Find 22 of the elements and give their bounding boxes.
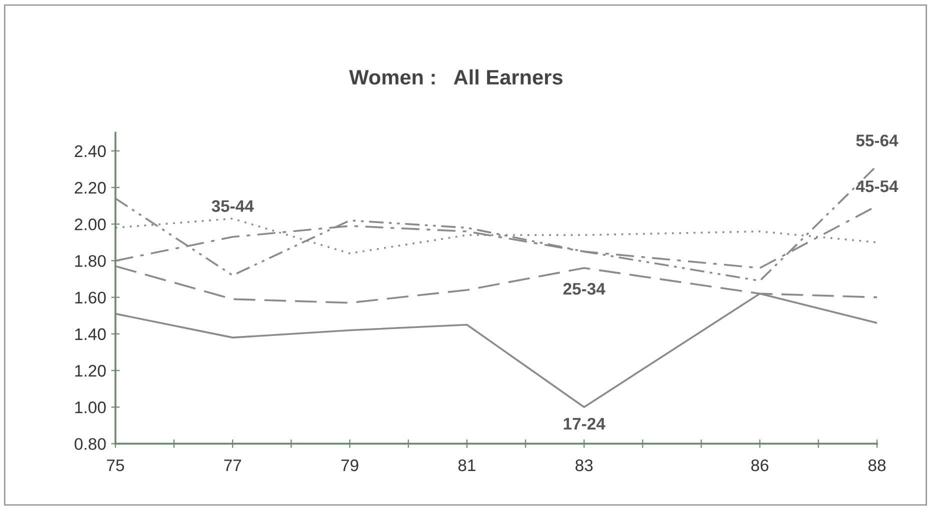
x-tick-label: 77 <box>224 460 242 472</box>
x-tick-label: 79 <box>341 459 358 472</box>
annotation: 55-64 <box>856 134 898 146</box>
y-tick-label: 1.00 <box>75 402 106 414</box>
y-tick-label: 1.40 <box>75 328 106 340</box>
annotation: 45-54 <box>856 180 898 192</box>
y-tick-label: 2.40 <box>74 145 106 158</box>
y-tick-label: 2.00 <box>74 218 106 230</box>
x-tick-label: 81 <box>458 459 476 472</box>
y-tick-label: 1.20 <box>75 364 106 377</box>
x-tick-label: 83 <box>576 459 593 472</box>
chart-title: Women : All Earners <box>349 69 562 85</box>
x-tick-label: 88 <box>868 459 886 472</box>
x-tick-label: 86 <box>751 459 768 472</box>
annotation: 17-24 <box>564 418 606 430</box>
annotation: 25-34 <box>563 282 606 295</box>
y-tick-label: 0.80 <box>74 438 106 450</box>
annotation: 35-44 <box>212 200 254 212</box>
y-tick-label: 1.60 <box>75 292 106 304</box>
y-tick-label: 2.20 <box>74 182 106 194</box>
y-tick-label: 1.80 <box>75 255 106 267</box>
x-tick-label: 75 <box>107 460 124 472</box>
